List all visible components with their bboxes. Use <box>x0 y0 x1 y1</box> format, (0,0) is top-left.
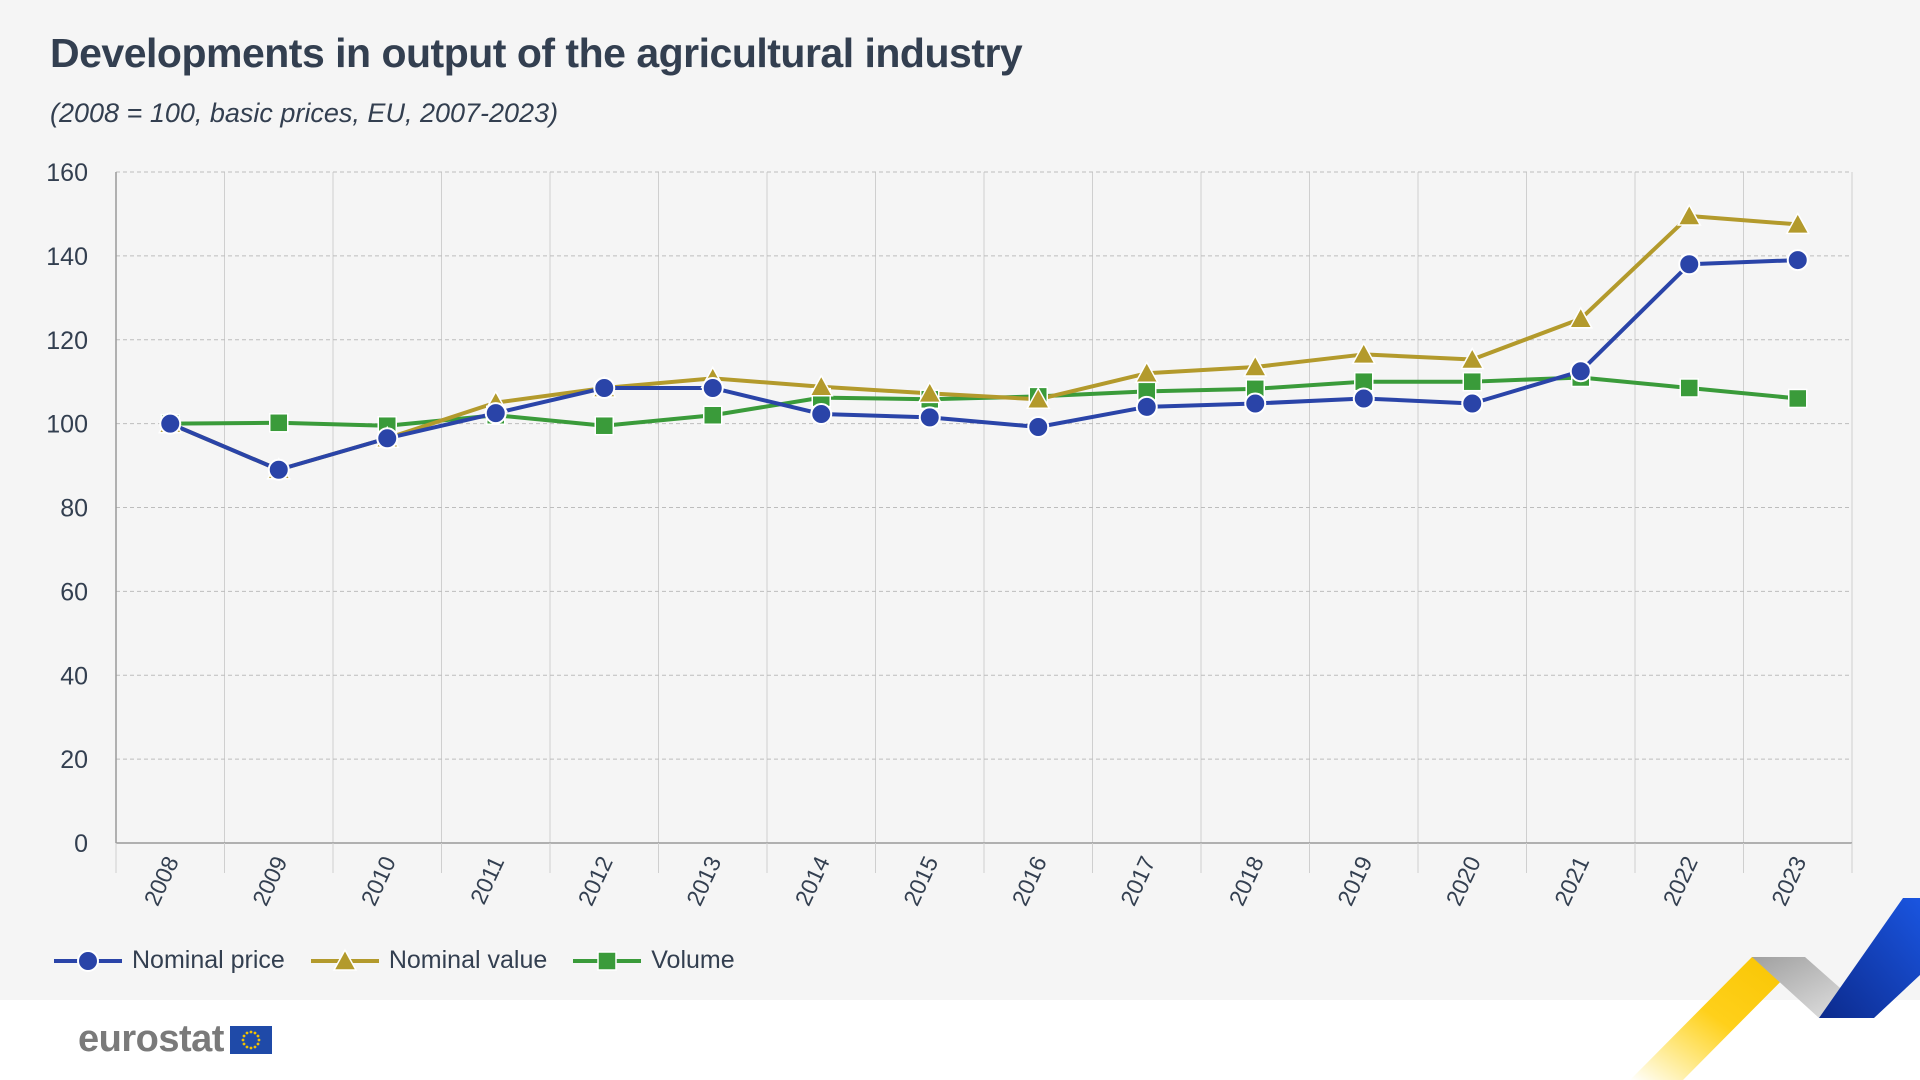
y-tick-label: 20 <box>60 746 88 774</box>
data-point-triangle <box>1459 346 1485 370</box>
data-point-circle <box>1678 253 1701 276</box>
data-point-triangle <box>808 374 834 397</box>
data-point-triangle <box>1676 203 1702 226</box>
grid-lines <box>116 171 1853 843</box>
data-point-triangle <box>1242 354 1268 377</box>
y-tick-label: 140 <box>46 243 88 271</box>
data-point-circle <box>1461 392 1484 415</box>
data-point-circle <box>918 406 941 429</box>
square-marker-icon <box>573 950 642 971</box>
legend: Nominal price Nominal value Volume <box>52 946 759 975</box>
data-point-triangle <box>1134 360 1160 384</box>
series-line-nominal-price <box>169 258 1798 472</box>
data-point-square <box>1679 378 1699 398</box>
data-point-circle <box>1244 392 1267 415</box>
data-point-square <box>269 413 289 433</box>
data-point-circle <box>701 376 724 399</box>
data-point-circle <box>593 376 616 399</box>
data-point-circle <box>810 402 833 425</box>
y-tick-label: 160 <box>46 159 88 187</box>
logo-text: eurostat <box>78 1018 224 1060</box>
y-tick-label: 120 <box>46 327 88 355</box>
data-point-circle <box>1352 387 1375 410</box>
legend-item-nominal-price: Nominal price <box>52 946 285 975</box>
y-tick-label: 40 <box>60 662 88 690</box>
legend-item-volume: Volume <box>571 946 735 975</box>
data-point-square <box>1462 371 1482 392</box>
y-tick-label: 100 <box>46 411 88 439</box>
data-point-square <box>594 415 614 436</box>
series-line-nominal-value <box>169 214 1798 472</box>
axes <box>115 172 1853 873</box>
chart-title: Developments in output of the agricultur… <box>50 30 1023 76</box>
legend-item-nominal-value: Nominal value <box>309 946 547 975</box>
legend-label: Volume <box>651 946 735 974</box>
y-tick-labels: 0 20 40 60 80 100 120 140 160 <box>46 159 88 858</box>
ribbon-blue <box>1819 898 1920 1018</box>
eu-flag-icon <box>229 1025 272 1054</box>
eurostat-logo: eurostat <box>78 1018 272 1061</box>
data-point-circle <box>1027 415 1050 438</box>
data-point-square <box>703 405 723 425</box>
data-point-triangle <box>1568 306 1594 329</box>
data-point-square <box>1788 388 1808 409</box>
data-point-circle <box>1569 360 1592 383</box>
data-point-circle <box>376 427 399 450</box>
y-tick-label: 0 <box>74 830 88 858</box>
data-point-triangle <box>917 380 943 404</box>
data-point-circle <box>159 412 182 435</box>
data-point-circle <box>1786 249 1809 272</box>
ribbon-yellow <box>1630 957 1805 1080</box>
data-point-circle <box>1135 395 1158 418</box>
footer-bar <box>0 1000 1920 1080</box>
data-point-triangle <box>1785 211 1811 235</box>
y-tick-label: 80 <box>60 495 88 523</box>
data-point-triangle <box>1025 386 1051 410</box>
data-point-triangle <box>1351 341 1377 365</box>
series-markers <box>157 203 1811 481</box>
circle-marker-icon <box>54 949 122 972</box>
y-tick-label: 60 <box>60 578 88 606</box>
data-point-circle <box>267 458 290 481</box>
series-lines <box>169 214 1798 472</box>
legend-label: Nominal value <box>388 946 548 974</box>
chart-subtitle: (2008 = 100, basic prices, EU, 2007-2023… <box>50 98 559 128</box>
legend-label: Nominal price <box>132 946 285 974</box>
triangle-marker-icon <box>310 947 379 971</box>
data-point-circle <box>484 402 507 425</box>
